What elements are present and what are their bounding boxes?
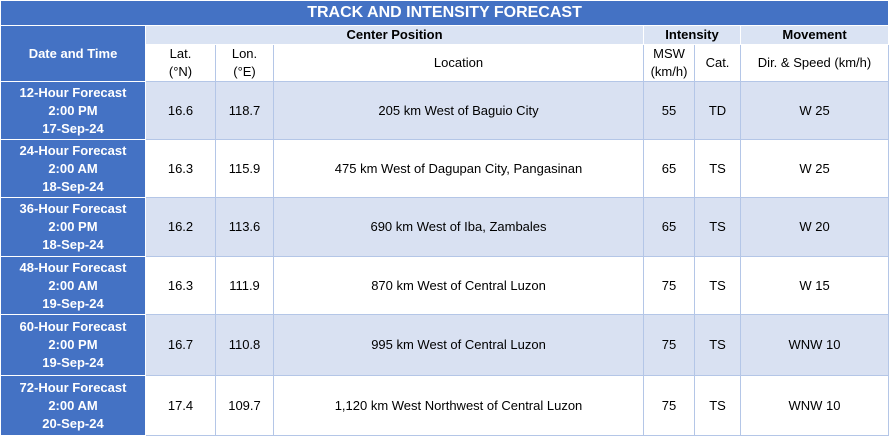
cat-cell: TS [694, 314, 741, 376]
lat-cell: 16.2 [145, 197, 216, 257]
forecast-time: 2:00 AM [48, 160, 98, 176]
cat-cell: TS [694, 375, 741, 436]
cat-header: Cat. [694, 44, 741, 82]
movement-cell: WNW 10 [739, 314, 890, 376]
lat-header-line2: (°N) [168, 64, 193, 79]
forecast-date: 17-Sep-24 [42, 120, 104, 136]
forecast-time: 2:00 AM [48, 277, 98, 293]
table-row: 72-Hour Forecast 2:00 AM 20-Sep-24 17.4 … [0, 375, 890, 436]
lon-cell: 111.9 [215, 256, 274, 315]
location-header: Location [273, 44, 644, 82]
cat-cell: TS [694, 256, 741, 315]
location-cell: 205 km West of Baguio City [273, 81, 644, 140]
center-position-header: Center Position [145, 25, 644, 45]
forecast-date: 19-Sep-24 [42, 295, 104, 311]
lat-cell: 16.6 [145, 81, 216, 140]
table-row: 36-Hour Forecast 2:00 PM 18-Sep-24 16.2 … [0, 197, 890, 257]
lon-cell: 115.9 [215, 139, 274, 198]
lon-cell: 118.7 [215, 81, 274, 140]
lat-cell: 16.3 [145, 256, 216, 315]
location-cell: 995 km West of Central Luzon [273, 314, 644, 376]
cat-cell: TS [694, 197, 741, 257]
lon-header: Lon. (°E) [215, 44, 274, 82]
cat-cell: TD [694, 81, 741, 140]
msw-cell: 75 [643, 375, 695, 436]
lon-header-line1: Lon. [231, 46, 258, 61]
msw-cell: 75 [643, 314, 695, 376]
cat-cell: TS [694, 139, 741, 198]
lat-header: Lat. (°N) [145, 44, 216, 82]
lat-header-line1: Lat. [169, 46, 192, 61]
forecast-period: 72-Hour Forecast [19, 379, 127, 395]
forecast-period: 24-Hour Forecast [19, 142, 127, 158]
forecast-date: 18-Sep-24 [42, 237, 104, 252]
lon-header-line2: (°E) [233, 64, 256, 79]
movement-cell: W 20 [739, 197, 890, 257]
lon-cell: 110.8 [215, 314, 274, 376]
forecast-date: 20-Sep-24 [42, 415, 104, 431]
date-cell: 12-Hour Forecast 2:00 PM 17-Sep-24 [0, 81, 146, 140]
intensity-header: Intensity [643, 25, 741, 45]
forecast-period: 48-Hour Forecast [19, 259, 127, 275]
table-row: 12-Hour Forecast 2:00 PM 17-Sep-24 16.6 … [0, 81, 890, 140]
date-cell: 36-Hour Forecast 2:00 PM 18-Sep-24 [0, 197, 146, 257]
forecast-time: 2:00 PM [48, 219, 98, 234]
date-cell: 24-Hour Forecast 2:00 AM 18-Sep-24 [0, 139, 146, 198]
forecast-time: 2:00 PM [48, 102, 98, 118]
forecast-time: 2:00 AM [48, 397, 98, 413]
table-row: 24-Hour Forecast 2:00 AM 18-Sep-24 16.3 … [0, 139, 890, 198]
lat-cell: 16.3 [145, 139, 216, 198]
date-cell: 60-Hour Forecast 2:00 PM 19-Sep-24 [0, 314, 146, 376]
location-cell: 690 km West of Iba, Zambales [273, 197, 644, 257]
lon-cell: 109.7 [215, 375, 274, 436]
table-row: 60-Hour Forecast 2:00 PM 19-Sep-24 16.7 … [0, 314, 890, 376]
forecast-date: 19-Sep-24 [42, 355, 104, 370]
table-row: 48-Hour Forecast 2:00 AM 19-Sep-24 16.3 … [0, 256, 890, 315]
dir-speed-header: Dir. & Speed (km/h) [739, 44, 890, 82]
location-cell: 475 km West of Dagupan City, Pangasinan [273, 139, 644, 198]
msw-cell: 65 [643, 139, 695, 198]
forecast-date: 18-Sep-24 [42, 178, 104, 194]
forecast-period: 12-Hour Forecast [19, 84, 127, 100]
table-title: TRACK AND INTENSITY FORECAST [0, 0, 890, 26]
lat-cell: 17.4 [145, 375, 216, 436]
date-cell: 72-Hour Forecast 2:00 AM 20-Sep-24 [0, 375, 146, 436]
location-cell: 1,120 km West Northwest of Central Luzon [273, 375, 644, 436]
msw-cell: 55 [643, 81, 695, 140]
movement-cell: W 25 [739, 139, 890, 198]
msw-header-line2: (km/h) [650, 64, 688, 79]
msw-cell: 75 [643, 256, 695, 315]
forecast-period: 60-Hour Forecast [19, 319, 127, 334]
msw-header: MSW (km/h) [643, 44, 695, 82]
movement-header: Movement [739, 25, 890, 45]
msw-cell: 65 [643, 197, 695, 257]
movement-cell: W 25 [739, 81, 890, 140]
forecast-period: 36-Hour Forecast [19, 201, 127, 216]
forecast-time: 2:00 PM [48, 337, 98, 352]
lat-cell: 16.7 [145, 314, 216, 376]
date-time-header: Date and Time [0, 25, 146, 82]
movement-cell: WNW 10 [739, 375, 890, 436]
movement-cell: W 15 [739, 256, 890, 315]
date-cell: 48-Hour Forecast 2:00 AM 19-Sep-24 [0, 256, 146, 315]
location-cell: 870 km West of Central Luzon [273, 256, 644, 315]
lon-cell: 113.6 [215, 197, 274, 257]
msw-header-line1: MSW [653, 46, 685, 61]
